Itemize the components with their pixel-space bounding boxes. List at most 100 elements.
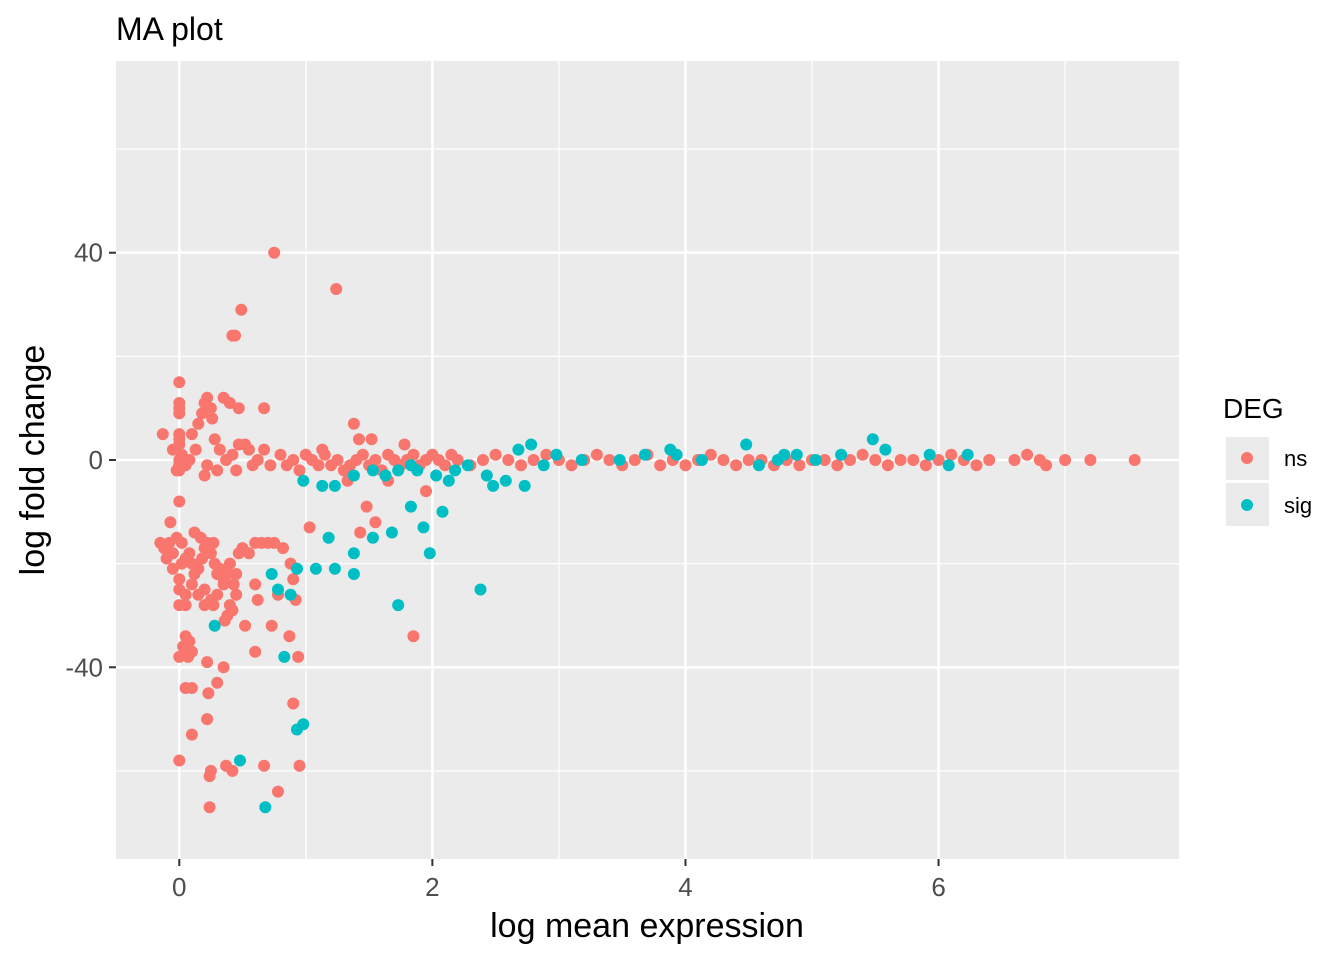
point-ns <box>173 650 186 663</box>
point-ns <box>226 764 239 777</box>
point-sig <box>866 433 879 446</box>
point-sig <box>474 583 487 596</box>
point-sig <box>417 521 430 534</box>
point-ns <box>489 448 502 461</box>
point-ns <box>202 687 215 700</box>
point-ns <box>272 785 284 798</box>
point-ns <box>235 303 248 316</box>
point-ns <box>221 568 234 580</box>
point-sig <box>442 474 455 487</box>
point-ns <box>160 552 173 565</box>
point-ns <box>264 459 277 472</box>
point-ns <box>330 283 343 295</box>
x-tick-label: 2 <box>425 872 439 902</box>
point-ns <box>198 469 211 482</box>
point-ns <box>907 454 920 466</box>
point-ns <box>173 495 186 508</box>
point-sig <box>518 479 531 492</box>
point-sig <box>392 464 405 477</box>
point-sig <box>272 583 284 596</box>
point-ns <box>527 454 540 466</box>
point-sig <box>575 454 588 466</box>
x-tick-label: 0 <box>172 872 186 902</box>
point-ns <box>211 588 224 601</box>
point-ns <box>213 443 226 456</box>
y-tick-label: -40 <box>65 652 103 682</box>
point-sig <box>499 474 512 487</box>
point-sig <box>670 448 683 461</box>
point-ns <box>970 459 983 472</box>
point-ns <box>265 619 278 632</box>
point-ns <box>217 578 230 591</box>
point-ns <box>208 433 221 446</box>
point-ns <box>894 454 907 466</box>
point-ns <box>717 454 730 466</box>
point-ns <box>229 329 241 342</box>
point-ns <box>177 640 190 653</box>
point-ns <box>183 547 196 560</box>
point-ns <box>1040 459 1053 472</box>
point-ns <box>185 645 198 658</box>
point-ns <box>173 376 186 389</box>
point-ns <box>398 438 411 451</box>
point-sig <box>740 438 753 451</box>
y-tick-label: 0 <box>89 445 103 475</box>
point-sig <box>259 801 272 814</box>
point-ns <box>183 454 196 466</box>
point-ns <box>226 448 239 461</box>
point-ns <box>316 443 329 456</box>
point-ns <box>258 443 271 456</box>
point-ns <box>353 433 365 446</box>
point-ns <box>258 759 271 772</box>
point-sig <box>430 469 443 482</box>
point-ns <box>477 454 489 466</box>
point-ns <box>242 443 255 456</box>
point-ns <box>818 454 831 466</box>
point-ns <box>201 713 214 726</box>
x-tick-label: 4 <box>678 872 692 902</box>
point-ns <box>303 521 316 534</box>
point-ns <box>258 402 271 415</box>
point-ns <box>287 454 300 466</box>
point-ns <box>211 676 224 689</box>
point-sig <box>537 459 550 472</box>
point-ns <box>166 443 179 456</box>
point-ns <box>185 578 198 591</box>
point-ns <box>420 485 432 498</box>
point-ns <box>439 459 451 472</box>
point-sig <box>284 588 297 601</box>
point-sig <box>347 568 360 580</box>
point-sig <box>436 505 449 518</box>
point-ns <box>283 630 296 643</box>
point-ns <box>292 650 305 663</box>
point-ns <box>360 500 373 513</box>
point-ns <box>356 448 369 461</box>
legend: DEG ns sig <box>1223 393 1312 526</box>
point-ns <box>207 599 220 612</box>
point-ns <box>945 448 958 461</box>
point-sig <box>278 650 291 663</box>
point-ns <box>179 599 192 612</box>
point-sig <box>366 464 379 477</box>
point-sig <box>366 531 379 544</box>
point-ns <box>189 443 202 456</box>
point-sig <box>328 479 341 492</box>
point-ns <box>173 754 186 767</box>
point-ns <box>223 397 236 409</box>
point-ns <box>185 682 198 694</box>
point-ns <box>1128 454 1141 466</box>
point-ns <box>1059 454 1072 466</box>
point-sig <box>835 448 848 461</box>
point-ns <box>502 454 515 466</box>
point-ns <box>196 407 209 420</box>
point-sig <box>790 448 803 461</box>
point-ns <box>164 516 177 529</box>
point-sig <box>423 547 436 560</box>
point-sig <box>461 459 474 472</box>
point-sig <box>208 619 221 632</box>
point-ns <box>331 454 344 466</box>
point-ns <box>540 448 553 461</box>
point-sig <box>695 454 708 466</box>
point-ns <box>170 464 183 477</box>
point-ns <box>354 526 367 539</box>
